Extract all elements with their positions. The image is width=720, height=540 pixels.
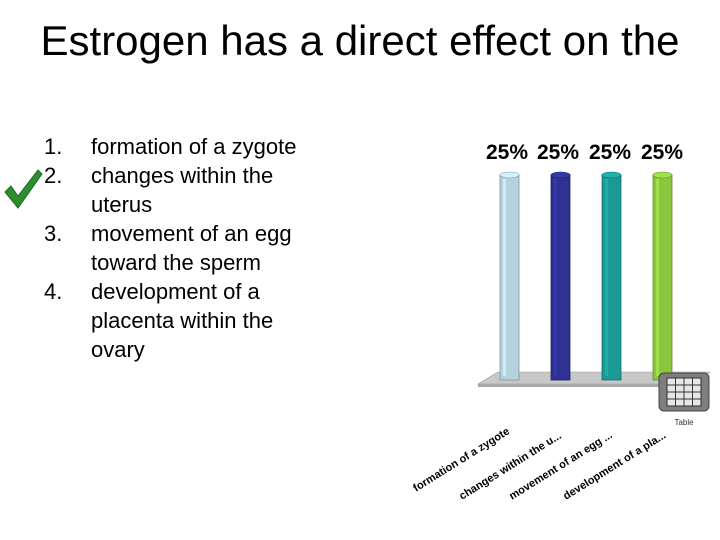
answer-number: 2. (44, 163, 63, 188)
bars (499, 171, 673, 381)
checkmark-icon (4, 169, 43, 209)
answer-number: 1. (44, 134, 63, 159)
chart-floor (476, 371, 712, 387)
bar (652, 171, 673, 381)
bar (601, 171, 622, 381)
slide-title: Estrogen has a direct effect on the (40, 17, 680, 64)
bar (550, 171, 571, 381)
bar-percent-label: 25% (486, 141, 529, 164)
bar (499, 171, 520, 381)
answer-text: development of a placenta within the ova… (91, 279, 274, 362)
answer-option-4[interactable]: 4. development of a placenta within the … (44, 277, 344, 364)
answer-option-3[interactable]: 3. movement of an egg toward the sperm (44, 219, 344, 277)
answer-text: movement of an egg toward the sperm (91, 221, 292, 275)
answer-number: 3. (44, 221, 63, 246)
category-label: formation of a zygote (411, 425, 512, 494)
bar-percent-label: 25% (537, 141, 580, 164)
bar-percent-label: 25% (589, 141, 632, 164)
answer-option-1[interactable]: 1. formation of a zygote (44, 132, 344, 161)
bar-percent-label: 25% (641, 141, 684, 164)
answer-list: 1. formation of a zygote 2. changes with… (44, 132, 344, 364)
answer-text: changes within the uterus (91, 163, 274, 217)
answer-option-2[interactable]: 2. changes within the uterus (44, 161, 344, 219)
table-label: Table (674, 418, 694, 427)
table-icon[interactable]: Table (658, 372, 710, 432)
answer-number: 4. (44, 279, 63, 304)
category-label: development of a pla... (561, 430, 668, 503)
answer-text: formation of a zygote (91, 134, 297, 159)
